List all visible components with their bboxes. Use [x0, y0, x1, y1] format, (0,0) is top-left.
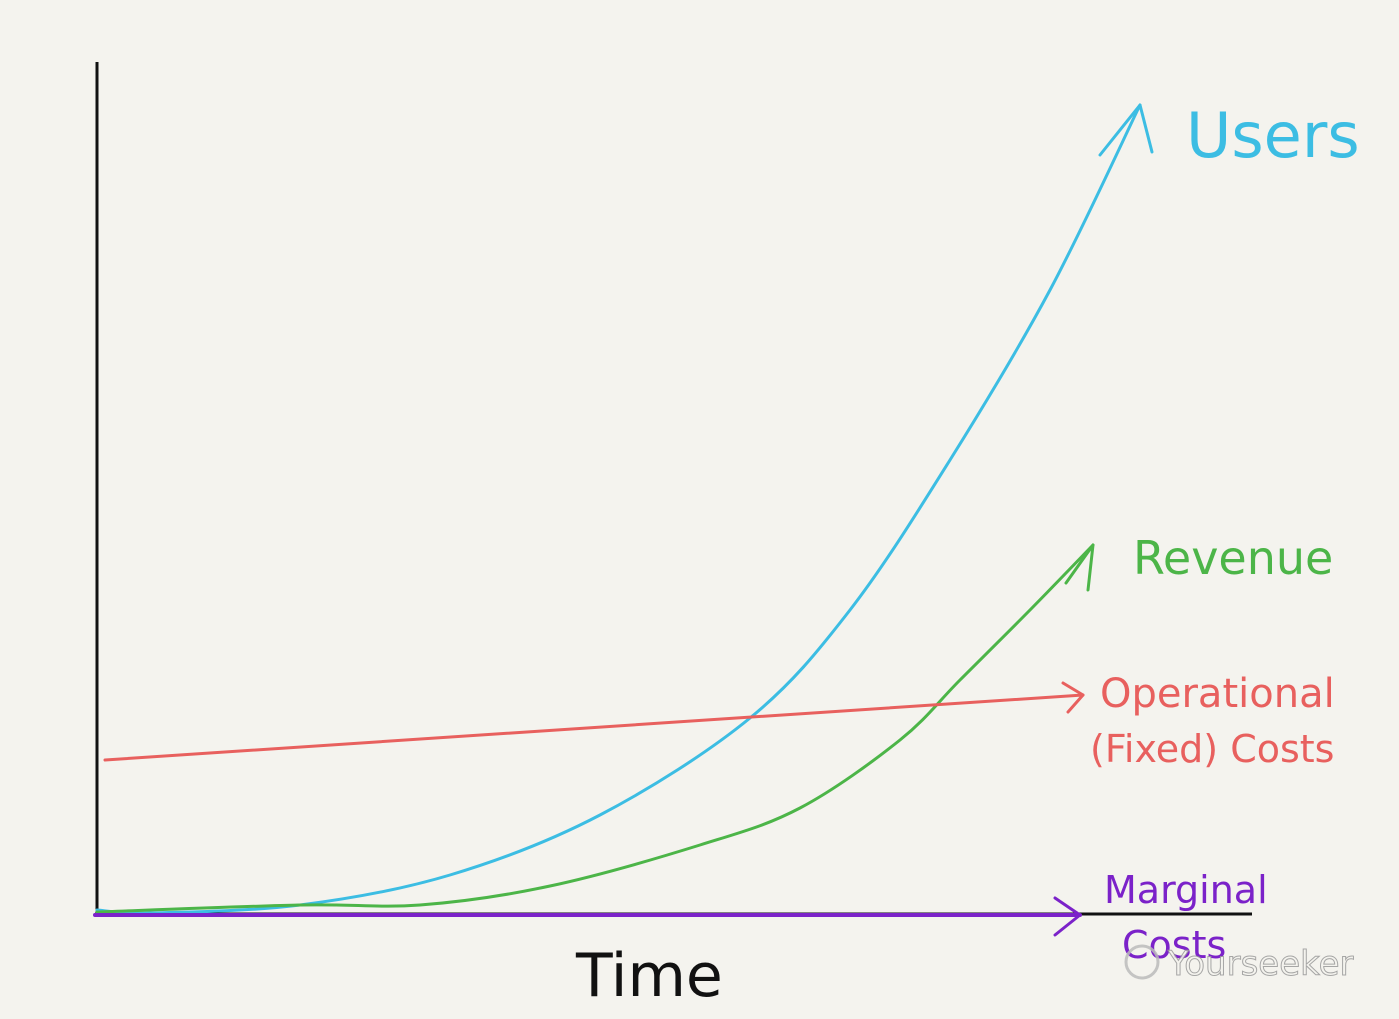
series-line-operational-costs — [103, 693, 1085, 762]
watermark: Yourseeker — [1124, 944, 1354, 985]
arrowhead-users — [1098, 103, 1154, 157]
series-label-operational: Operational — [1100, 671, 1335, 717]
series-label-users: Users — [1186, 99, 1360, 172]
arrowhead-revenue — [1064, 543, 1095, 592]
series-label-operational-2: (Fixed) Costs — [1090, 727, 1334, 771]
watermark-text: Yourseeker — [1167, 944, 1354, 984]
series-label-marginal: Marginal — [1104, 868, 1268, 912]
wechat-icon — [1124, 944, 1160, 980]
series-line-revenue — [95, 543, 1095, 914]
series-label-revenue: Revenue — [1133, 531, 1333, 585]
series-line-users — [95, 103, 1142, 915]
arrowhead-operational-costs — [1061, 681, 1085, 714]
x-axis-label: Time — [575, 941, 723, 1011]
arrowhead-marginal-costs — [1053, 896, 1082, 937]
